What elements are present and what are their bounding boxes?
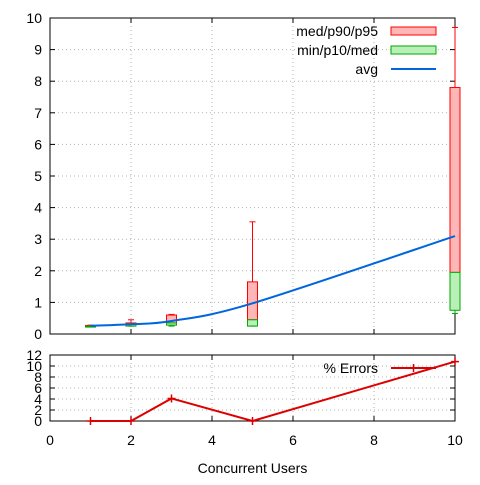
- latency-y-tick-label: 5: [34, 168, 42, 184]
- latency-y-tick-label: 6: [34, 136, 42, 152]
- legend-swatch: [390, 26, 437, 36]
- errors-y-tick-label: 4: [34, 391, 42, 407]
- latency-y-tick-label: 1: [34, 294, 42, 310]
- errors-x-axis-label: Concurrent Users: [198, 460, 308, 476]
- latency-y-tick-label: 10: [26, 10, 42, 26]
- errors-point: [248, 417, 257, 425]
- legend-label: avg: [355, 61, 378, 77]
- latency-legend: med/p90/p95 min/p10/med avg: [296, 23, 437, 77]
- errors-marks: [86, 357, 459, 425]
- p10-box: [247, 319, 258, 327]
- errors-y-tick-label: 8: [34, 369, 42, 385]
- latency-y-tick-label: 8: [34, 73, 42, 89]
- errors-point: [86, 417, 95, 425]
- latency-y-tick-label: 0: [34, 326, 42, 342]
- errors-point: [167, 394, 176, 403]
- latency-y-tick-label: 7: [34, 105, 42, 121]
- errors-line: [90, 360, 456, 423]
- legend-label: min/p10/med: [297, 42, 378, 58]
- errors-y-tick-label: 10: [26, 358, 42, 374]
- avg-line: [90, 235, 456, 327]
- legend-swatch: [390, 45, 437, 55]
- errors-y-tick-label: 0: [34, 413, 42, 429]
- errors-legend: % Errors: [324, 360, 436, 376]
- errors-y-tick-label: 12: [26, 347, 42, 363]
- errors-x-tick-label: 2: [127, 432, 135, 448]
- legend-label: % Errors: [324, 360, 378, 376]
- p10-box: [449, 271, 461, 311]
- errors-x-tick-label: 4: [208, 432, 216, 448]
- latency-y-tick-label: 3: [34, 231, 42, 247]
- errors-x-tick-label: 6: [289, 432, 297, 448]
- legend-point: [409, 364, 418, 372]
- p90-box: [247, 281, 258, 321]
- errors-x-tick-label: 10: [447, 432, 463, 448]
- errors-x-tick-label: 8: [370, 432, 378, 448]
- errors-point: [127, 417, 135, 425]
- p90-box: [449, 87, 461, 273]
- legend-label: med/p90/p95: [296, 23, 378, 39]
- errors-y-tick-label: 2: [34, 402, 42, 418]
- latency-y-tick-label: 9: [34, 42, 42, 58]
- errors-y-tick-label: 6: [34, 380, 42, 396]
- errors-point: [451, 357, 459, 366]
- latency-marks: [85, 26, 461, 328]
- p10-box: [166, 322, 177, 326]
- latency-y-tick-label: 2: [34, 263, 42, 279]
- latency-y-tick-label: 4: [34, 200, 42, 216]
- errors-x-tick-label: 0: [46, 432, 54, 448]
- latency-axes: 0 1 2 3 4 5 6 7 8 9 10: [26, 10, 456, 342]
